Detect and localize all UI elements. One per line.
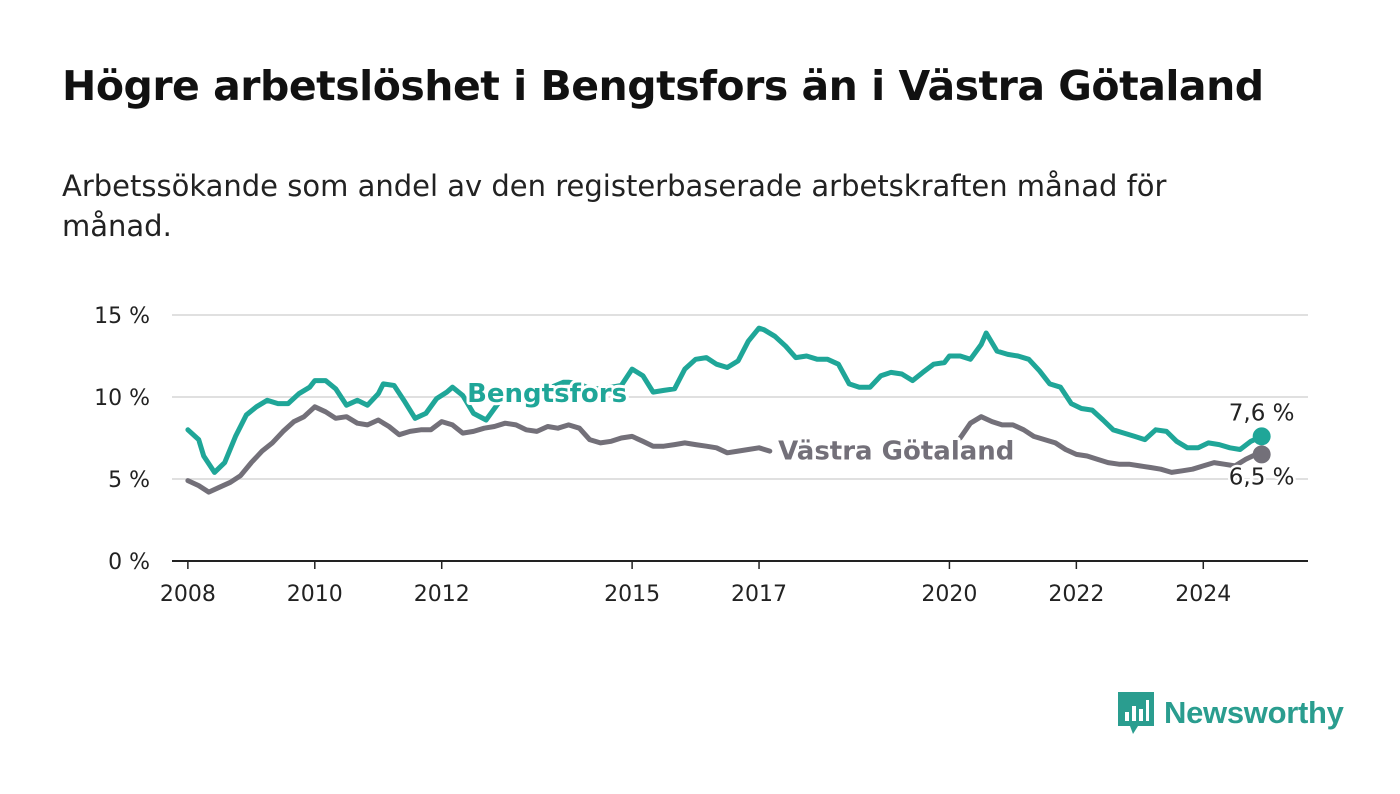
end-value-label: 6,5 % (1229, 464, 1295, 490)
series-lines (185, 325, 1265, 495)
y-axis-ticks: 0 % 5 % 10 % 15 % (94, 304, 150, 575)
newsworthy-logo-icon (1118, 692, 1154, 734)
x-tick-label: 2024 (1175, 582, 1231, 607)
grid-lines (172, 314, 1308, 562)
x-tick-label: 2008 (160, 582, 216, 607)
newsworthy-logo[interactable]: Newsworthy (1118, 690, 1344, 736)
line-chart: 0 %5 %10 %15 % 2008 2010 2012 2015 2017 2020 2… (94, 304, 1308, 607)
x-tick-label: 2015 (604, 582, 660, 607)
series-name-label: Bengtsfors (467, 379, 627, 409)
y-tick-label: 5 % (108, 468, 150, 493)
end-value-label: 7,6 % (1229, 400, 1295, 426)
y-tick-label: 15 % (94, 304, 150, 329)
end-point-marker (1252, 427, 1271, 446)
series-line (957, 414, 1265, 475)
series-line (185, 325, 1265, 475)
x-axis-ticks: 2008 2010 2012 2015 2017 2020 2022 2024 (160, 561, 1231, 607)
x-tick-label: 2022 (1048, 582, 1104, 607)
chart-title: Högre arbetslöshet i Bengtsfors än i Väs… (62, 62, 1264, 110)
x-tick-label: 2012 (414, 582, 470, 607)
y-tick-label: 0 % (108, 550, 150, 575)
series-line (185, 404, 773, 495)
series-name-label: Västra Götaland (778, 436, 1014, 466)
x-tick-label: 2010 (287, 582, 343, 607)
y-tick-label: 10 % (94, 386, 150, 411)
end-point-marker (1252, 445, 1271, 464)
series-labels: Bengtsfors Västra Götaland 7,6 % 6,5 % (464, 376, 1297, 493)
brand-name: Newsworthy (1164, 695, 1344, 730)
x-tick-label: 2020 (921, 582, 977, 607)
chart-subtitle: Arbetssökande som andel av den registerb… (62, 169, 1167, 243)
x-tick-label: 2017 (731, 582, 787, 607)
